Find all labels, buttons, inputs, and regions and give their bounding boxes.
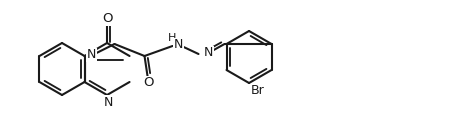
Text: O: O <box>143 76 154 90</box>
Text: H: H <box>168 33 177 43</box>
Text: N: N <box>173 39 183 51</box>
Text: N: N <box>87 48 96 62</box>
Text: N: N <box>204 47 213 59</box>
Text: Br: Br <box>251 84 265 98</box>
Text: O: O <box>102 13 112 26</box>
Text: N: N <box>103 95 113 108</box>
